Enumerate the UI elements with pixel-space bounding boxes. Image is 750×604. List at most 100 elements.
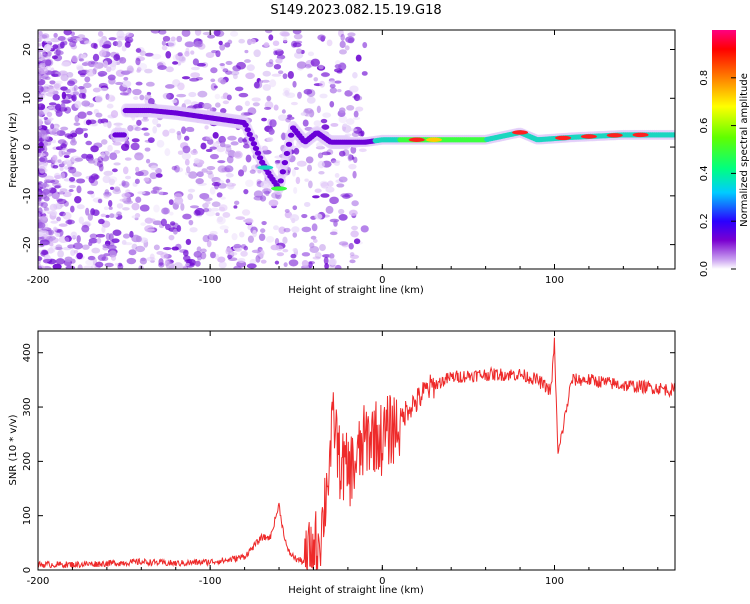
- spectrogram-noise-speckle: [181, 152, 191, 160]
- spectrogram-noise-speckle: [123, 200, 134, 205]
- spectrogram-noise-speckle: [183, 99, 192, 105]
- spectrogram-noise-speckle: [116, 40, 123, 48]
- spectrogram-noise-speckle: [201, 168, 208, 173]
- spectrogram-noise-speckle: [115, 81, 124, 86]
- spectrogram-noise-speckle: [226, 94, 232, 101]
- spectrogram-noise-speckle: [164, 148, 171, 157]
- spectrogram-noise-speckle: [304, 64, 312, 69]
- spectrogram-noise-speckle: [217, 256, 226, 263]
- spectrogram-noise-speckle: [71, 95, 76, 101]
- spectrogram-noise-speckle: [50, 220, 59, 224]
- spectrogram-noise-speckle: [61, 61, 71, 67]
- spectrogram-noise-speckle: [54, 184, 62, 189]
- spectrogram-noise-speckle: [181, 30, 191, 37]
- spectrogram-noise-speckle: [349, 254, 360, 259]
- spectrogram-noise-speckle: [139, 50, 147, 56]
- spectrogram-noise-speckle: [150, 165, 159, 171]
- spectrogram-ytick-label: 10: [22, 92, 33, 105]
- spectrogram-noise-speckle: [329, 196, 339, 205]
- spectrogram-noise-speckle: [325, 186, 335, 193]
- spectrogram-noise-speckle: [265, 235, 275, 243]
- spectrogram-noise-speckle: [87, 213, 93, 221]
- spectrogram-noise-speckle: [355, 106, 364, 112]
- spectrogram-noise-speckle: [351, 225, 359, 231]
- spectrogram-noise-speckle: [334, 80, 342, 84]
- spectrogram-noise-speckle: [339, 40, 346, 49]
- spectrogram-noise-speckle: [51, 55, 58, 60]
- spectrogram-noise-speckle: [38, 73, 42, 82]
- spectrogram-noise-speckle: [237, 257, 246, 263]
- spectrogram-noise-speckle: [38, 199, 41, 205]
- spectrogram-noise-speckle: [209, 230, 218, 236]
- spectrogram-noise-speckle: [128, 249, 137, 256]
- spectrogram-noise-speckle: [87, 255, 96, 261]
- spectrogram-noise-speckle: [69, 177, 76, 182]
- spectrogram-noise-speckle: [68, 188, 74, 193]
- spectrogram-noise-speckle: [113, 122, 123, 126]
- spectrogram-noise-speckle: [223, 228, 229, 234]
- spectrogram-noise-speckle: [57, 36, 66, 42]
- spectrogram-noise-speckle: [50, 210, 58, 216]
- spectrogram-noise-speckle: [103, 170, 114, 176]
- spectrogram-noise-speckle: [304, 108, 313, 114]
- spectrogram-noise-speckle: [107, 144, 113, 152]
- spectrogram-ridge-core: [283, 150, 291, 157]
- spectrogram-noise-speckle: [149, 253, 155, 260]
- spectrogram-noise-speckle: [242, 138, 248, 143]
- spectrogram-noise-speckle: [100, 152, 106, 159]
- spectrogram-noise-speckle: [224, 165, 234, 173]
- spectrogram-noise-speckle: [136, 119, 142, 126]
- spectrogram-noise-speckle: [190, 149, 198, 155]
- spectrogram-noise-speckle: [90, 145, 99, 153]
- spectrogram-noise-speckle: [193, 209, 201, 216]
- spectrogram-noise-speckle: [130, 142, 140, 151]
- spectrogram-noise-speckle: [272, 40, 280, 47]
- spectrogram-noise-speckle: [295, 176, 301, 185]
- spectrogram-noise-speckle: [190, 66, 200, 71]
- spectrogram-noise-speckle: [55, 48, 61, 56]
- spectrogram-noise-speckle: [189, 205, 200, 209]
- spectrogram-noise-speckle: [210, 207, 220, 212]
- spectrogram-noise-speckle: [77, 111, 87, 119]
- spectrogram-noise-speckle: [275, 245, 284, 251]
- spectrogram-noise-speckle: [184, 171, 190, 176]
- spectrogram-noise-speckle: [109, 152, 118, 161]
- spectrogram-noise-speckle: [57, 250, 64, 258]
- spectrogram-noise-speckle: [134, 178, 140, 185]
- spectrogram-noise-speckle: [184, 50, 190, 57]
- spectrogram-noise-speckle: [38, 42, 43, 47]
- spectrogram-noise-speckle: [322, 112, 332, 118]
- spectrogram-noise-speckle: [48, 105, 53, 110]
- spectrogram-noise-speckle: [38, 165, 46, 174]
- spectrogram-noise-speckle: [162, 92, 171, 100]
- spectrogram-noise-speckle: [289, 214, 300, 222]
- spectrogram-noise-speckle: [256, 179, 262, 185]
- spectrogram-noise-speckle: [334, 173, 340, 178]
- spectrogram-noise-speckle: [52, 154, 58, 161]
- spectrogram-noise-speckle: [174, 196, 184, 205]
- spectrogram-noise-speckle: [111, 168, 118, 173]
- spectrogram-noise-speckle: [38, 85, 44, 93]
- spectrogram-noise-speckle: [218, 40, 223, 46]
- spectrogram-noise-speckle: [122, 166, 129, 175]
- spectrogram-ytick-label: -10: [22, 188, 33, 204]
- spectrogram-noise-speckle: [106, 66, 112, 73]
- spectrogram-noise-speckle: [140, 222, 146, 226]
- spectrogram-ytick-label: 0: [22, 144, 33, 150]
- spectrogram-noise-speckle: [97, 31, 104, 37]
- spectrogram-noise-speckle: [127, 124, 134, 132]
- spectrogram-noise-speckle: [83, 132, 88, 139]
- spectrogram-noise-speckle: [92, 158, 101, 166]
- spectrogram-noise-speckle: [60, 102, 66, 111]
- spectrogram-noise-speckle: [49, 203, 58, 212]
- spectrogram-noise-speckle: [291, 226, 300, 233]
- spectrogram-noise-speckle: [222, 100, 230, 105]
- spectrogram-noise-speckle: [108, 199, 113, 207]
- spectrogram-noise-speckle: [338, 213, 348, 221]
- spectrogram-ridge-core: [285, 141, 293, 147]
- spectrogram-noise-speckle: [219, 43, 226, 51]
- spectrogram-noise-speckle: [231, 233, 238, 241]
- spectrogram-noise-speckle: [320, 118, 328, 124]
- spectrogram-noise-speckle: [353, 238, 361, 245]
- spectrogram-ridge-core: [256, 155, 264, 161]
